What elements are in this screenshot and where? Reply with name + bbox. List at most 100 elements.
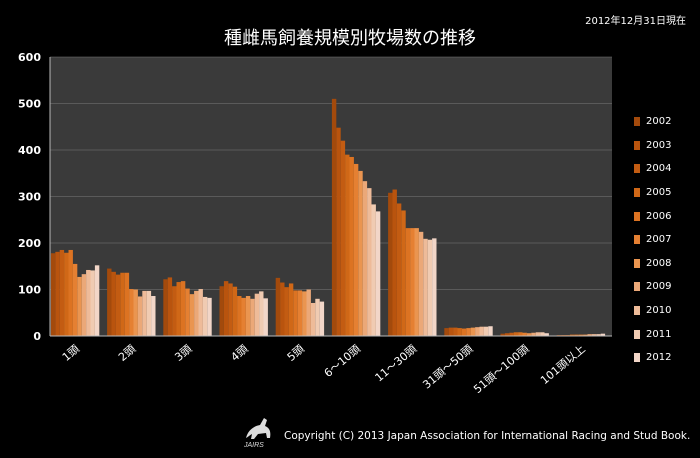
bar [569,334,575,336]
bar [418,231,424,336]
bar [578,334,584,336]
bar [232,286,238,336]
x-tick-label: 51頭～100頭 [471,342,531,396]
x-tick-label: 3頭 [172,342,194,364]
y-tick-label: 100 [18,284,41,297]
bar [77,276,82,336]
legend-swatch [634,306,640,316]
bar [245,296,251,336]
bar [259,291,264,336]
legend-swatch [634,211,640,221]
bar [475,327,480,336]
legend-swatch [634,117,640,127]
y-tick-label: 400 [18,144,41,157]
legend-item: 2010 [634,299,671,323]
bar [172,286,177,336]
bar [302,291,307,336]
x-tick-label: 101頭以上 [538,342,588,387]
y-tick-label: 300 [18,191,41,204]
x-tick-label: 1頭 [60,342,82,364]
logo-text: JAIRS [243,442,264,449]
legend-item: 2009 [634,275,671,299]
bar [250,298,255,336]
bar [228,283,233,336]
bar [600,333,606,336]
bar [336,127,341,337]
legend-item: 2002 [634,110,671,134]
bar [263,298,268,336]
bar [94,265,100,336]
bar [526,333,532,336]
x-tick-label: 2頭 [116,342,138,364]
bar [72,263,78,336]
bar [535,332,541,336]
bar [293,290,298,336]
bar [137,296,143,336]
bar [189,294,195,336]
bar [470,327,476,336]
bar [358,170,363,336]
bar [151,296,156,336]
bar [540,332,545,336]
bar [414,228,419,336]
bar [64,252,69,336]
bar [146,290,152,336]
bar [180,281,186,336]
legend-item: 2004 [634,157,671,181]
bar [531,332,536,336]
bar [392,189,397,336]
legend-label: 2009 [646,281,672,293]
bar [237,296,242,336]
legend-item: 2005 [634,181,671,205]
legend-label: 2005 [646,187,672,199]
bar [202,296,208,336]
legend-swatch [634,353,640,363]
legend-swatch [634,282,640,292]
copyright-text: Copyright (C) 2013 Japan Association for… [284,430,691,442]
legend-swatch [634,235,640,245]
bar [55,251,60,336]
bar [167,277,173,336]
bar [457,328,462,336]
jairs-logo: JAIRS [243,418,271,449]
bar [280,282,285,336]
bar [591,334,597,336]
bar [185,288,190,336]
bar [219,286,224,336]
bar [596,334,601,336]
bar [120,272,125,336]
bar [587,334,592,336]
y-tick-label: 200 [18,237,41,250]
bar [396,203,402,336]
x-tick-label: 5頭 [285,342,307,364]
legend-swatch [634,329,640,339]
bar [367,188,372,336]
legend: 2002 2003 2004 2005 2006 2007 2008 2009 2010 2011… [634,110,671,370]
bar [479,326,484,336]
bar [207,297,212,336]
x-tick-label: 4頭 [228,342,250,364]
bar [241,297,246,336]
bar [453,327,458,336]
date-note: 2012年12月31日現在 [585,16,686,27]
bar [81,274,87,336]
bar [115,274,121,336]
chart-title: 種雌馬飼養規模別牧場数の推移 [224,28,476,49]
bar [254,293,260,336]
bar [375,211,381,336]
bar [488,326,493,336]
bar [388,192,393,336]
bar [107,268,112,336]
bar [306,289,311,336]
bar [90,270,95,336]
bar [68,249,73,336]
bar [284,287,289,336]
legend-item: 2008 [634,252,671,276]
bar [410,228,415,336]
bar [176,282,181,336]
bar [163,279,168,336]
bar [50,253,56,336]
bar [275,277,281,336]
legend-label: 2006 [646,210,672,222]
bar [345,154,350,336]
